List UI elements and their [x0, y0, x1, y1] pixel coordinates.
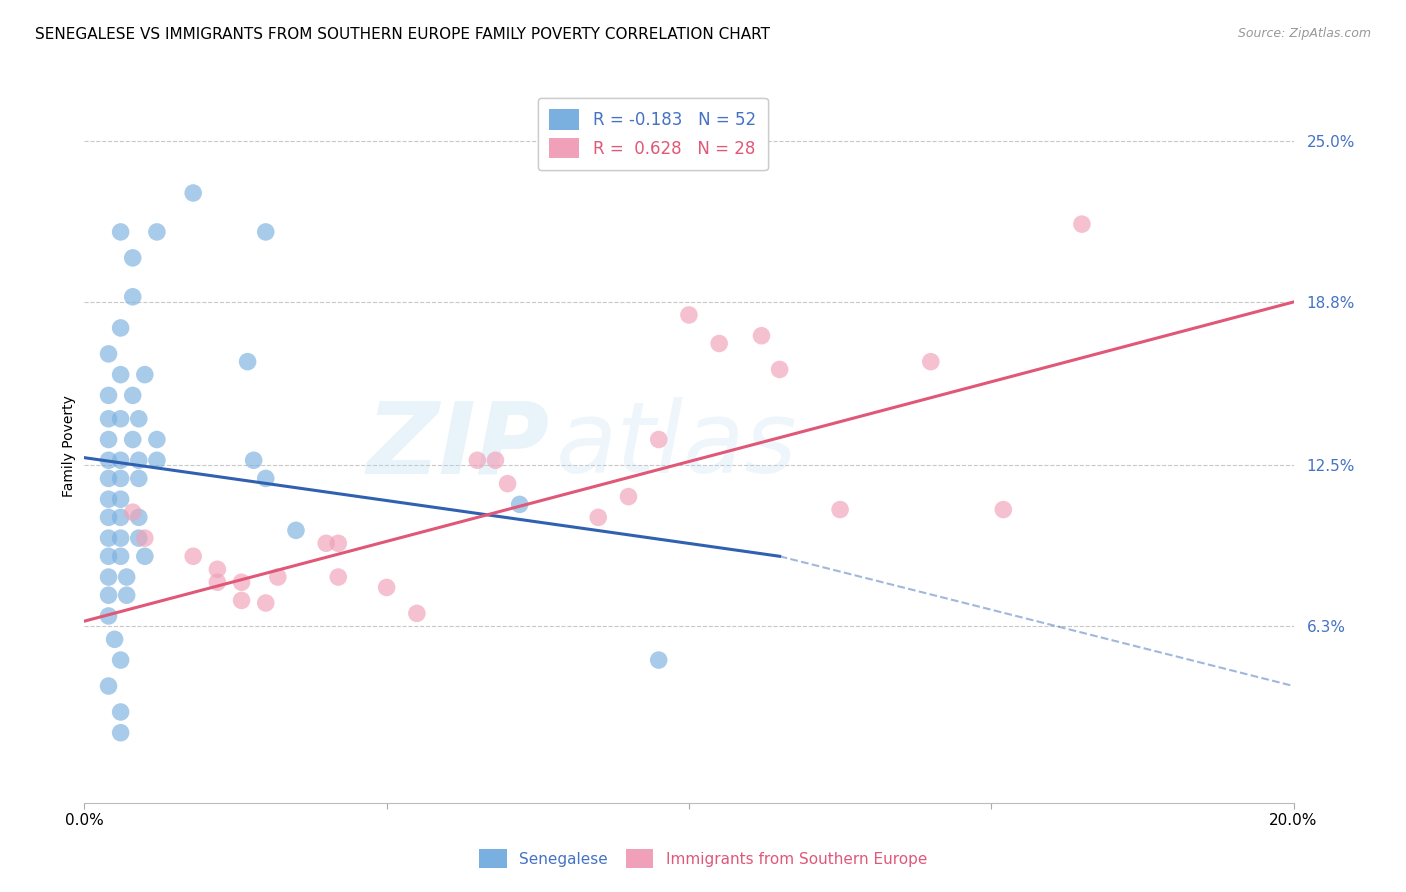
Point — [110, 368, 132, 382]
Point — [121, 433, 143, 447]
Point — [920, 354, 942, 368]
Point — [110, 492, 132, 507]
Point — [97, 433, 120, 447]
Point — [509, 497, 531, 511]
Point — [110, 705, 132, 719]
Point — [97, 471, 120, 485]
Point — [146, 433, 169, 447]
Point — [110, 411, 132, 425]
Point — [110, 653, 132, 667]
Point — [467, 453, 489, 467]
Point — [236, 354, 259, 368]
Point — [104, 632, 127, 647]
Point — [709, 336, 731, 351]
Point — [110, 531, 132, 545]
Point — [128, 453, 150, 467]
Point — [110, 453, 132, 467]
Point — [97, 570, 120, 584]
Point — [267, 570, 290, 584]
Point — [110, 549, 132, 564]
Point — [128, 531, 150, 545]
Point — [254, 225, 277, 239]
Point — [97, 510, 120, 524]
Point — [406, 607, 429, 621]
Point — [97, 679, 120, 693]
Point — [328, 570, 350, 584]
Point — [242, 453, 264, 467]
Point — [648, 433, 671, 447]
Point — [328, 536, 350, 550]
Point — [588, 510, 610, 524]
Point — [678, 308, 700, 322]
Point — [830, 502, 852, 516]
Point — [496, 476, 519, 491]
Point — [121, 505, 143, 519]
Point — [146, 225, 169, 239]
Point — [97, 453, 120, 467]
Point — [115, 570, 138, 584]
Point — [146, 453, 169, 467]
Point — [110, 510, 132, 524]
Point — [121, 388, 143, 402]
Point — [254, 596, 277, 610]
Point — [134, 531, 156, 545]
Point — [97, 588, 120, 602]
Point — [97, 492, 120, 507]
Point — [128, 411, 150, 425]
Point — [121, 290, 143, 304]
Point — [751, 328, 773, 343]
Text: ZIP: ZIP — [367, 398, 550, 494]
Point — [97, 347, 120, 361]
Text: Source: ZipAtlas.com: Source: ZipAtlas.com — [1237, 27, 1371, 40]
Point — [110, 725, 132, 739]
Point — [617, 490, 640, 504]
Point — [97, 549, 120, 564]
Point — [648, 653, 671, 667]
Point — [769, 362, 792, 376]
Point — [110, 471, 132, 485]
Point — [231, 575, 253, 590]
Point — [115, 588, 138, 602]
Point — [97, 609, 120, 624]
Point — [110, 225, 132, 239]
Point — [1071, 217, 1094, 231]
Point — [207, 562, 229, 576]
Y-axis label: Family Poverty: Family Poverty — [62, 395, 76, 497]
Legend: R = -0.183   N = 52, R =  0.628   N = 28: R = -0.183 N = 52, R = 0.628 N = 28 — [537, 97, 768, 169]
Point — [128, 471, 150, 485]
Point — [993, 502, 1015, 516]
Point — [97, 531, 120, 545]
Point — [134, 368, 156, 382]
Point — [97, 388, 120, 402]
Point — [484, 453, 506, 467]
Point — [315, 536, 337, 550]
Point — [231, 593, 253, 607]
Point — [128, 510, 150, 524]
Point — [110, 321, 132, 335]
Point — [285, 524, 308, 538]
Point — [134, 549, 156, 564]
Text: SENEGALESE VS IMMIGRANTS FROM SOUTHERN EUROPE FAMILY POVERTY CORRELATION CHART: SENEGALESE VS IMMIGRANTS FROM SOUTHERN E… — [35, 27, 770, 42]
Point — [97, 411, 120, 425]
Point — [375, 581, 398, 595]
Point — [121, 251, 143, 265]
Point — [254, 471, 277, 485]
Point — [181, 549, 204, 564]
Point — [181, 186, 204, 200]
Text: atlas: atlas — [555, 398, 797, 494]
Legend: Senegalese, Immigrants from Southern Europe: Senegalese, Immigrants from Southern Eur… — [471, 841, 935, 875]
Point — [207, 575, 229, 590]
